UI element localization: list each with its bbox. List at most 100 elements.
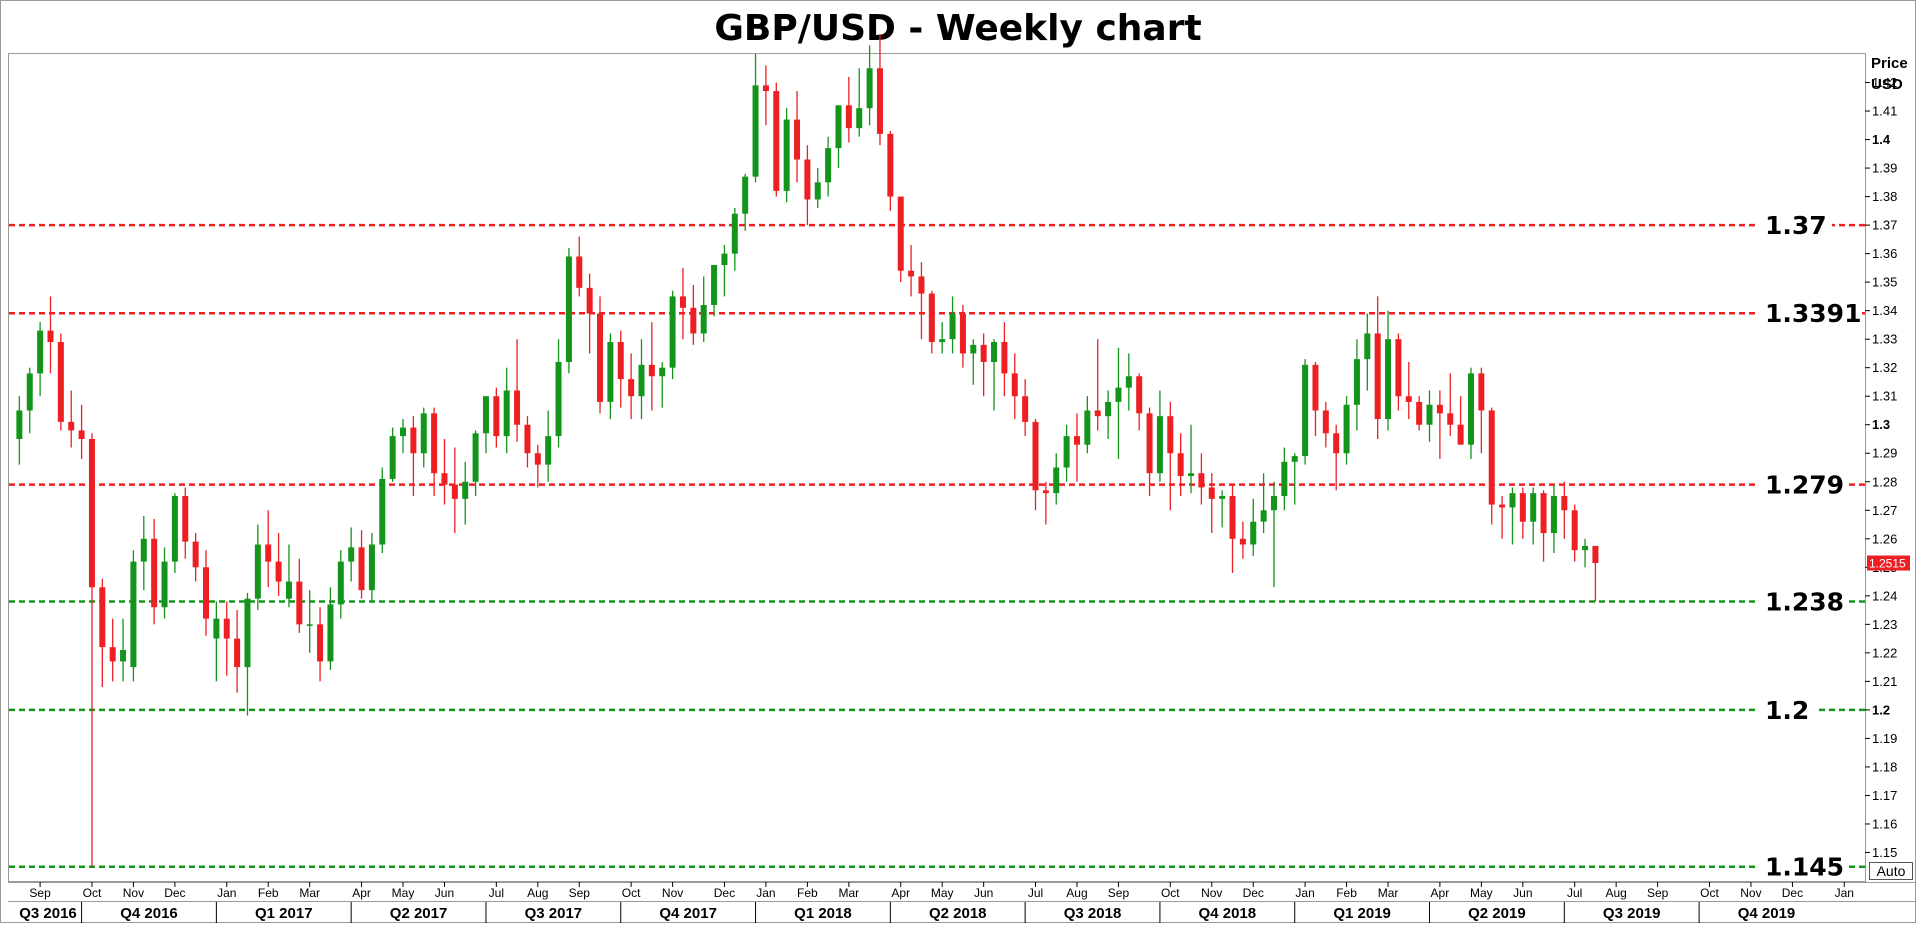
candle-body <box>234 638 241 668</box>
candle-body <box>1053 467 1060 494</box>
quarter-label: Q3 2018 <box>1064 905 1122 922</box>
candle-body <box>1167 416 1174 454</box>
month-label: Sep <box>29 886 51 900</box>
month-label: Sep <box>1108 886 1130 900</box>
month-label: Jul <box>1028 886 1043 900</box>
candle-body <box>856 108 863 129</box>
month-label: May <box>392 886 415 900</box>
candle-body <box>68 421 75 431</box>
candle-body <box>26 373 33 411</box>
candle-body <box>638 364 645 397</box>
level-label-bg <box>1758 587 1847 616</box>
candle-body <box>607 342 614 402</box>
candle-body <box>1094 410 1101 417</box>
candle-body <box>1353 359 1360 405</box>
price-tick-label: 1.38 <box>1872 189 1897 204</box>
candle-body <box>1063 436 1070 468</box>
month-label: Jun <box>435 886 454 900</box>
price-tick-label: 1.33 <box>1872 332 1897 347</box>
candle-body <box>99 587 106 648</box>
candle-body <box>88 438 95 588</box>
candle-body <box>1136 376 1143 414</box>
month-label: Oct <box>622 886 641 900</box>
candle-body <box>47 330 54 343</box>
candle-body <box>78 430 85 439</box>
month-label: Apr <box>352 886 371 900</box>
month-label: May <box>931 886 954 900</box>
candle-body <box>337 561 344 605</box>
candle-body <box>762 85 769 92</box>
month-label: Jul <box>489 886 504 900</box>
price-tick-label: 1.32 <box>1872 360 1897 375</box>
month-label: Jan <box>1295 886 1314 900</box>
candle-body <box>991 342 998 362</box>
month-label: Feb <box>258 886 279 900</box>
quarter-label: Q4 2016 <box>120 905 178 922</box>
month-label: Sep <box>1647 886 1669 900</box>
candle-body <box>1219 496 1226 499</box>
month-label: Mar <box>1378 886 1399 900</box>
candle-body <box>420 413 427 454</box>
candle-body <box>109 647 116 662</box>
candle-body <box>1322 410 1329 434</box>
candle-body <box>949 313 956 340</box>
candle-body <box>524 424 531 454</box>
level-label: 1.279 <box>1765 471 1844 500</box>
level-label-bg <box>1758 852 1847 881</box>
candle-body <box>296 581 303 625</box>
candle-body <box>203 567 210 619</box>
auto-scale-label: Auto <box>1877 863 1906 879</box>
candle-body <box>534 453 541 465</box>
candle-body <box>783 119 790 191</box>
price-tick-label: 1.21 <box>1872 674 1897 689</box>
candle-body <box>1270 496 1277 511</box>
candle-body <box>1509 493 1516 508</box>
month-label: Aug <box>527 886 548 900</box>
candle-body <box>213 618 220 639</box>
candle-body <box>223 618 230 639</box>
candle-body <box>451 484 458 499</box>
month-label: Jun <box>1513 886 1532 900</box>
candle-body <box>597 313 604 402</box>
month-label: Dec <box>164 886 185 900</box>
level-label: 1.2 <box>1765 696 1809 725</box>
candle-body <box>1105 401 1112 417</box>
candle-body <box>876 68 883 134</box>
current-price-label: 1.2515 <box>1869 557 1906 571</box>
candle-body <box>1239 538 1246 545</box>
candle-body <box>970 344 977 354</box>
month-label: Apr <box>1431 886 1450 900</box>
candle-body <box>493 396 500 437</box>
month-label: May <box>1470 886 1493 900</box>
month-label: Dec <box>714 886 735 900</box>
candle-body <box>1447 413 1454 425</box>
candle-body <box>192 541 199 568</box>
level-label-bg <box>1758 211 1832 240</box>
candle-body <box>161 561 168 608</box>
candle-body <box>379 478 386 545</box>
candle-body <box>16 410 23 439</box>
month-label: Nov <box>1201 886 1222 900</box>
level-label-bg <box>1758 470 1847 499</box>
price-tick-label: 1.3 <box>1872 417 1890 432</box>
plot-frame <box>8 53 1866 882</box>
candle-body <box>1188 473 1195 477</box>
quarter-label: Q1 2017 <box>255 905 313 922</box>
candle-body <box>389 436 396 479</box>
candle-body <box>959 313 966 354</box>
auto-scale-button[interactable] <box>1869 862 1913 880</box>
candle-body <box>57 342 64 422</box>
price-tick-label: 1.41 <box>1872 104 1897 119</box>
candle-body <box>171 496 178 562</box>
month-label: Nov <box>1740 886 1761 900</box>
month-label: Dec <box>1782 886 1803 900</box>
candle-body <box>254 544 261 599</box>
price-tick-label: 1.35 <box>1872 275 1897 290</box>
chart-title: GBP/USD - Weekly chart <box>714 8 1201 49</box>
candle-body <box>1395 339 1402 397</box>
candle-body <box>814 182 821 200</box>
price-tick-label: 1.17 <box>1872 788 1897 803</box>
candle-body <box>1260 510 1267 522</box>
candle-body <box>1084 410 1091 445</box>
